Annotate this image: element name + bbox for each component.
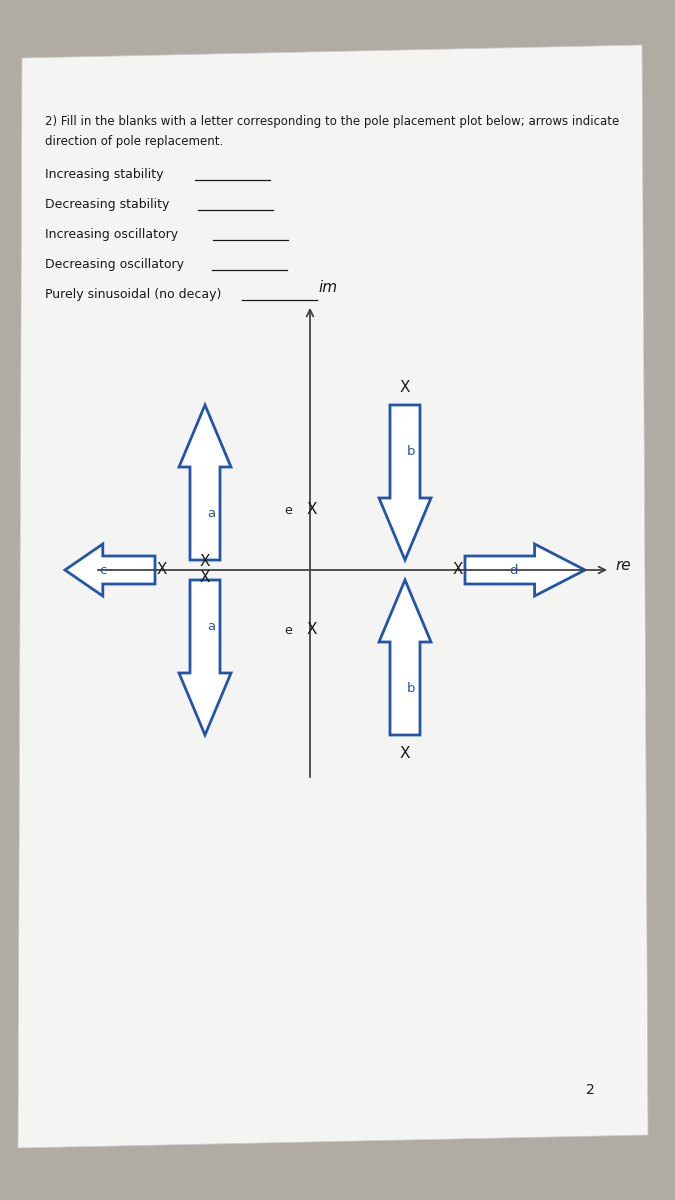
Text: X: X — [453, 563, 463, 577]
Text: direction of pole replacement.: direction of pole replacement. — [45, 134, 223, 148]
Text: X: X — [400, 379, 410, 395]
Text: 2) Fill in the blanks with a letter corresponding to the pole placement plot bel: 2) Fill in the blanks with a letter corr… — [45, 115, 619, 128]
Text: im: im — [318, 280, 337, 295]
Text: Decreasing stability: Decreasing stability — [45, 198, 169, 211]
Polygon shape — [65, 544, 155, 596]
Text: X: X — [306, 623, 317, 637]
Polygon shape — [465, 544, 585, 596]
Text: e: e — [284, 504, 292, 516]
Text: a: a — [207, 620, 215, 634]
Text: 2: 2 — [586, 1082, 595, 1097]
Text: Increasing stability: Increasing stability — [45, 168, 163, 181]
Text: Decreasing oscillatory: Decreasing oscillatory — [45, 258, 184, 271]
Polygon shape — [18, 44, 648, 1148]
Text: X: X — [400, 745, 410, 761]
Polygon shape — [179, 404, 231, 560]
Text: d: d — [509, 564, 517, 576]
Text: a: a — [207, 506, 215, 520]
Text: Purely sinusoidal (no decay): Purely sinusoidal (no decay) — [45, 288, 221, 301]
Polygon shape — [379, 580, 431, 734]
Polygon shape — [179, 580, 231, 734]
Text: Increasing oscillatory: Increasing oscillatory — [45, 228, 178, 241]
Text: X: X — [157, 563, 167, 577]
Polygon shape — [379, 404, 431, 560]
Text: c: c — [99, 564, 107, 576]
Text: re: re — [615, 558, 630, 572]
Text: X: X — [200, 570, 210, 586]
Text: e: e — [284, 624, 292, 636]
Text: b: b — [407, 445, 415, 458]
Text: X: X — [200, 554, 210, 570]
Text: b: b — [407, 682, 415, 695]
Text: X: X — [306, 503, 317, 517]
